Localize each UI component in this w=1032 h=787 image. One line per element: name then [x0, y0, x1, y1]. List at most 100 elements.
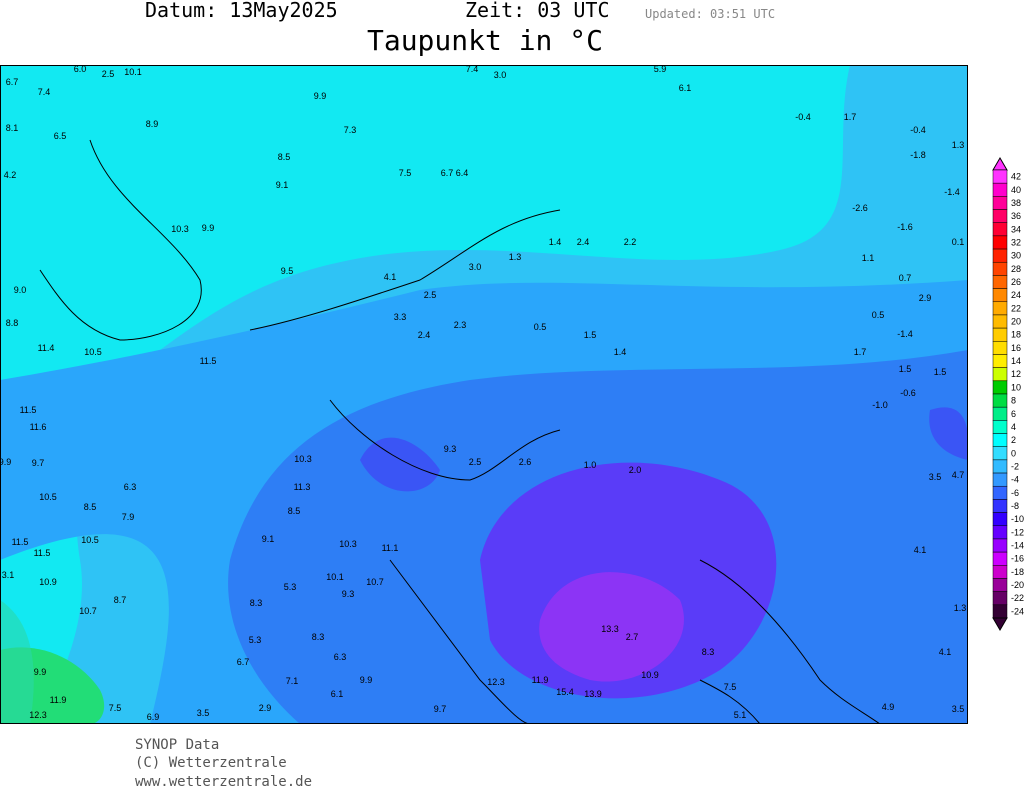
- colorbar-label: 16: [1011, 343, 1021, 353]
- station-value: -1.4: [944, 187, 960, 197]
- colorbar-label: -18: [1011, 567, 1024, 577]
- station-value: 2.5: [424, 290, 437, 300]
- colorbar-box: [992, 314, 1008, 329]
- station-value: -0.4: [795, 112, 811, 122]
- station-value: 12.3: [487, 677, 505, 687]
- station-value: 7.1: [286, 676, 299, 686]
- station-value: 10.5: [84, 347, 102, 357]
- station-value: 10.3: [171, 224, 189, 234]
- colorbar-label: 10: [1011, 382, 1021, 392]
- station-value: 7.9: [122, 512, 135, 522]
- station-value: 1.1: [862, 253, 875, 263]
- colorbar-box: [992, 591, 1008, 606]
- station-value: 8.3: [250, 598, 263, 608]
- colorbar-box: [992, 222, 1008, 237]
- station-value: -1.4: [897, 329, 913, 339]
- station-value: 2.7: [626, 632, 639, 642]
- footer-line: (C) Wetterzentrale: [135, 755, 287, 771]
- colorbar-bottom: [992, 617, 1008, 631]
- colorbar-box: [992, 288, 1008, 303]
- station-value: 9.9: [34, 667, 47, 677]
- station-value: 1.4: [549, 237, 562, 247]
- colorbar-label: -2: [1011, 461, 1019, 471]
- station-value: 6.7: [237, 657, 250, 667]
- station-value: 11.5: [20, 405, 37, 415]
- station-value: 9.7: [434, 704, 447, 714]
- colorbar-box: [992, 209, 1008, 223]
- colorbar-box: [992, 499, 1008, 513]
- colorbar-label: 4: [1011, 422, 1016, 432]
- colorbar-box: [992, 551, 1008, 566]
- station-value: 1.7: [844, 112, 857, 122]
- station-value: 8.3: [702, 647, 715, 657]
- station-value: 10.7: [366, 577, 384, 587]
- station-value: 2.4: [418, 330, 431, 340]
- colorbar-box: [992, 459, 1008, 474]
- station-value: 5.3: [249, 635, 262, 645]
- station-value: 7.4: [38, 87, 51, 97]
- station-value: 3.5: [197, 708, 210, 718]
- station-value: 10.9: [641, 670, 659, 680]
- station-value: 9.9: [0, 457, 11, 467]
- date: Datum: 13May2025: [145, 0, 338, 22]
- colorbar-label: -20: [1011, 580, 1024, 590]
- colorbar-label: 38: [1011, 198, 1021, 208]
- colorbar-label: -22: [1011, 593, 1024, 603]
- station-value: 10.5: [81, 535, 99, 545]
- station-value: 6.3: [124, 482, 137, 492]
- station-value: 4.7: [952, 470, 965, 480]
- station-value: 10.7: [79, 606, 97, 616]
- station-value: 2.3: [454, 320, 467, 330]
- station-value: 8.5: [278, 152, 291, 162]
- colorbar-box: [992, 182, 1008, 197]
- station-value: 5.1: [734, 710, 747, 720]
- station-value: -1.6: [897, 222, 913, 232]
- station-value: 12.3: [29, 710, 47, 720]
- station-value: -0.6: [900, 388, 916, 398]
- station-value: 7.5: [399, 168, 412, 178]
- station-value: 9.9: [360, 675, 373, 685]
- station-value: 11.5: [200, 356, 217, 366]
- station-value: 8.1: [6, 123, 19, 133]
- station-value: 9.0: [14, 285, 27, 295]
- station-value: -1.0: [872, 400, 888, 410]
- station-value: 3.5: [952, 704, 965, 714]
- colorbar-label: -12: [1011, 527, 1024, 537]
- station-value: 10.3: [294, 454, 312, 464]
- colorbar-label: 30: [1011, 251, 1021, 261]
- station-value: 7.3: [344, 125, 357, 135]
- colorbar-label: 26: [1011, 277, 1021, 287]
- footer-line: SYNOP Data: [135, 737, 219, 753]
- station-value: 9.3: [444, 444, 457, 454]
- station-value: 6.5: [54, 131, 67, 141]
- colorbar-label: -8: [1011, 501, 1019, 511]
- station-value: 6.7: [6, 77, 19, 87]
- station-value: 0.5: [534, 322, 547, 332]
- station-value: 9.1: [262, 534, 275, 544]
- title: Taupunkt in °C: [367, 24, 603, 57]
- colorbar-label: -16: [1011, 554, 1024, 564]
- colorbar-label: -4: [1011, 475, 1019, 485]
- station-value: 11.9: [50, 695, 67, 705]
- colorbar-box: [992, 538, 1008, 553]
- colorbar-box: [992, 393, 1008, 408]
- colorbar-box: [992, 565, 1008, 579]
- station-value: 9.5: [281, 266, 294, 276]
- colorbar-box: [992, 301, 1008, 316]
- map: [0, 65, 968, 724]
- station-value: 13.9: [584, 689, 602, 699]
- station-value: 6.4: [456, 168, 469, 178]
- station-value: 11.3: [294, 482, 311, 492]
- colorbar-box: [992, 578, 1008, 592]
- colorbar-box: [992, 512, 1008, 527]
- station-value: 5.3: [284, 582, 297, 592]
- station-value: 10.1: [326, 572, 344, 582]
- colorbar-box: [992, 248, 1008, 263]
- station-value: 15.4: [556, 687, 574, 697]
- station-value: 1.5: [934, 367, 947, 377]
- colorbar-box: [992, 446, 1008, 461]
- station-value: -0.4: [910, 125, 926, 135]
- colorbar-box: [992, 604, 1008, 619]
- station-value: 11.9: [532, 675, 549, 685]
- station-value: 0.1: [952, 237, 965, 247]
